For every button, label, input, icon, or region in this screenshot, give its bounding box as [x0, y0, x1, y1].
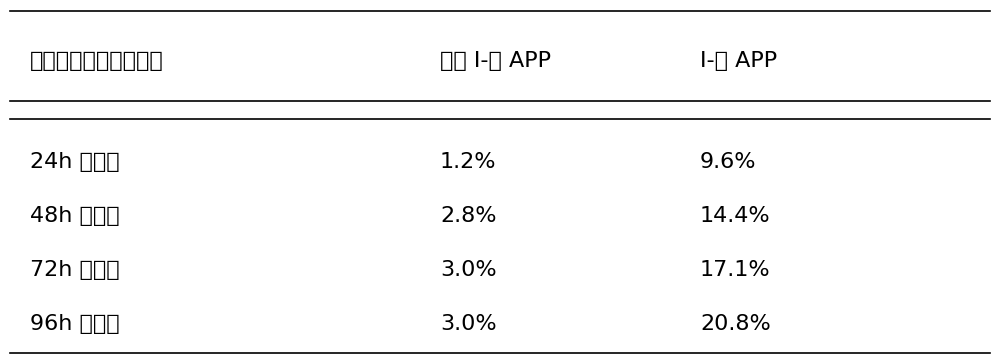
Text: I-型 APP: I-型 APP	[700, 51, 777, 71]
Text: 改性 I-型 APP: 改性 I-型 APP	[440, 51, 551, 71]
Text: 24h 吸潮率: 24h 吸潮率	[30, 152, 120, 172]
Text: 72h 吸潮率: 72h 吸潮率	[30, 260, 120, 280]
Text: 9.6%: 9.6%	[700, 152, 757, 172]
Text: 20.8%: 20.8%	[700, 314, 771, 334]
Text: 1.2%: 1.2%	[440, 152, 496, 172]
Text: 48h 吸潮率: 48h 吸潮率	[30, 206, 120, 226]
Text: 2.8%: 2.8%	[440, 206, 496, 226]
Text: 3.0%: 3.0%	[440, 314, 497, 334]
Text: 不同放置时间的吸潮率: 不同放置时间的吸潮率	[30, 51, 164, 71]
Text: 14.4%: 14.4%	[700, 206, 771, 226]
Text: 96h 吸潮率: 96h 吸潮率	[30, 314, 120, 334]
Text: 3.0%: 3.0%	[440, 260, 497, 280]
Text: 17.1%: 17.1%	[700, 260, 771, 280]
